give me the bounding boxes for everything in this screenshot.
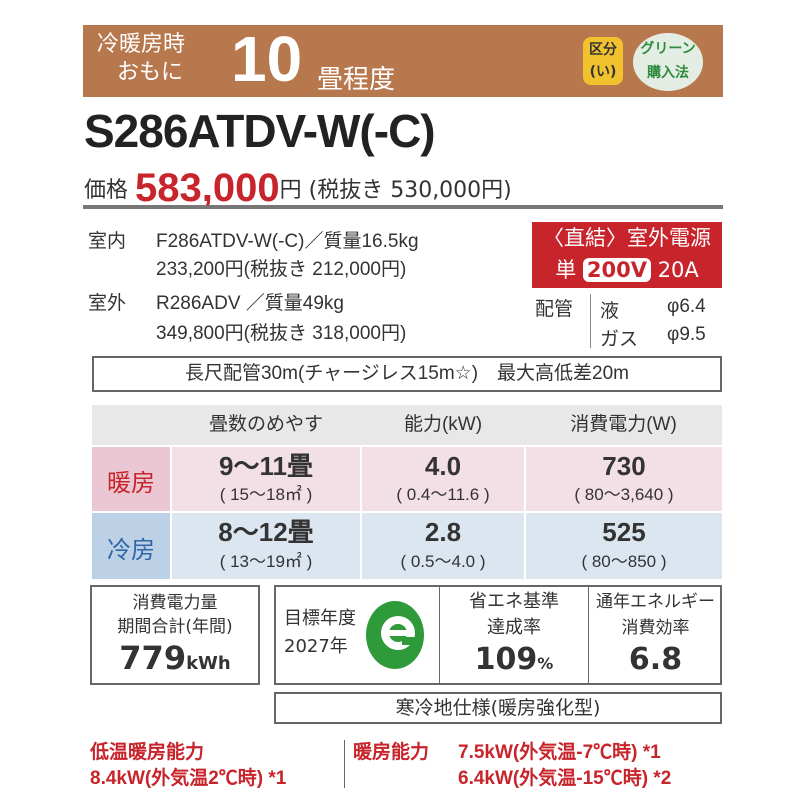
cooling-area: ( 13〜19㎡ ) — [219, 552, 313, 571]
heating-capacity: 4.0 — [424, 451, 462, 481]
outdoor-price: 349,800円(税抜き 318,000円) — [156, 323, 407, 344]
header-capacity: 能力(kW) — [403, 414, 483, 435]
indoor-label: 室内 — [88, 231, 127, 252]
tatami-count: 10 — [231, 23, 303, 95]
footer-divider — [344, 740, 345, 788]
outdoor-model: R286ADV ／質量49kg — [156, 293, 344, 314]
cooling-tatami: 8〜12畳 — [218, 517, 314, 547]
category-badge: 区分 (い) — [583, 37, 623, 85]
energy-efficiency-box: 目標年度 2027年 省エネ基準 達成率 109% 通年エネルギー 消費効率 6.8 — [274, 585, 722, 685]
heating-capacity-minus7: 7.5kW(外気温-7℃時) *1 — [458, 742, 661, 763]
model-number: S286ATDV-W(-C) — [84, 105, 436, 157]
price: 価格 583,000円 (税抜き 530,000円) — [84, 166, 512, 210]
achievement-rate: 省エネ基準 達成率 109% — [469, 591, 559, 677]
heating-label-cell — [92, 447, 170, 511]
power-supply-box: 〈直結〉室外電源 単 200V 20A — [532, 222, 722, 288]
liquid-label: 液 — [600, 301, 620, 322]
header-power: 消費電力(W) — [570, 414, 677, 435]
table-header — [92, 405, 722, 445]
cooling-label-cell — [92, 513, 170, 579]
cold-region-spec: 寒冷地仕様(暖房強化型) — [274, 692, 722, 724]
long-pipe-info: 長尺配管30m(チャージレス15m☆) 最大高低差20m — [92, 356, 722, 392]
cooling-capacity: 2.8 — [424, 517, 462, 547]
heating-tatami: 9〜11畳 — [219, 451, 313, 481]
room-size-banner: 冷暖房時 おもに 10 畳程度 区分 (い) グリーン 購入法 — [83, 23, 723, 97]
cooling-capacity-range: ( 0.5〜4.0 ) — [400, 552, 486, 571]
annual-consumption-box: 消費電力量 期間合計(年間) 779kWh — [90, 585, 260, 685]
apf: 通年エネルギー 消費効率 6.8 — [596, 592, 715, 677]
heating-label: 暖房 — [107, 470, 155, 497]
eco-mark-icon — [366, 601, 424, 669]
green-purchase-badge: グリーン 購入法 — [633, 33, 703, 91]
low-temp-value: 8.4kW(外気温2℃時) *1 — [90, 768, 287, 789]
heating-capacity-range: ( 0.4〜11.6 ) — [396, 485, 490, 504]
cooling-power-range: ( 80〜850 ) — [581, 552, 667, 571]
gas-label: ガス — [600, 329, 639, 350]
outdoor-label: 室外 — [88, 293, 127, 314]
indoor-model: F286ATDV-W(-C)／質量16.5kg — [156, 231, 419, 252]
heating-capacity-label: 暖房能力 — [353, 742, 430, 763]
cooling-label: 冷房 — [107, 537, 155, 564]
heating-capacity-minus15: 6.4kW(外気温-15℃時) *2 — [458, 768, 672, 789]
header-tatami: 畳数のめやす — [208, 414, 323, 435]
piping-label: 配管 — [535, 299, 574, 320]
piping-divider — [590, 294, 591, 348]
liquid-pipe: φ6.4 — [667, 296, 706, 317]
heating-area: ( 15〜18㎡ ) — [219, 485, 313, 504]
tatami-unit: 畳程度 — [317, 65, 396, 95]
low-temp-label: 低温暖房能力 — [90, 742, 205, 763]
heating-power-range: ( 80〜3,640 ) — [574, 485, 674, 504]
divider — [83, 205, 723, 209]
cooling-power: 525 — [602, 517, 646, 547]
gas-pipe: φ9.5 — [667, 324, 706, 345]
indoor-price: 233,200円(税抜き 212,000円) — [156, 259, 407, 280]
heating-power: 730 — [602, 451, 646, 481]
target-year: 目標年度 2027年 — [284, 608, 356, 657]
banner-label: 冷暖房時 おもに — [97, 32, 186, 85]
